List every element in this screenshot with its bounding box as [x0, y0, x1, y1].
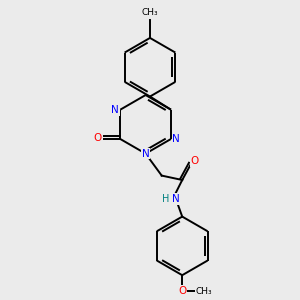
- Text: N: N: [142, 148, 149, 159]
- Text: N: N: [111, 105, 119, 115]
- Text: N: N: [172, 194, 180, 204]
- Text: O: O: [190, 156, 199, 166]
- Text: O: O: [178, 286, 186, 296]
- Text: CH₃: CH₃: [196, 287, 212, 296]
- Text: H: H: [161, 194, 169, 204]
- Text: CH₃: CH₃: [142, 8, 158, 17]
- Text: O: O: [94, 133, 102, 143]
- Text: N: N: [172, 134, 180, 144]
